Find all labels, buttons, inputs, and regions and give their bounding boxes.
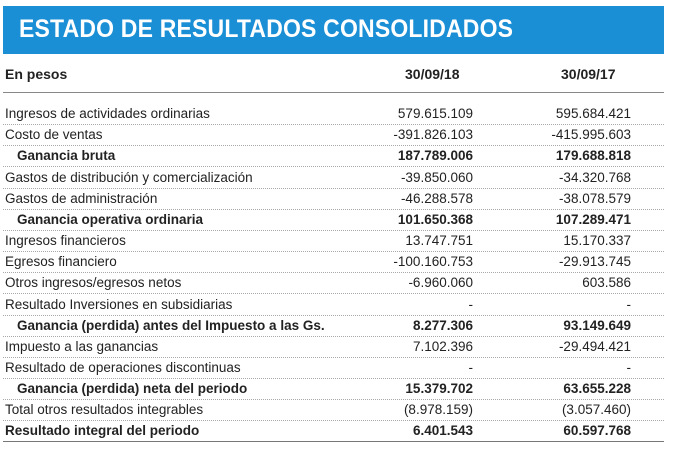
title-banner: ESTADO DE RESULTADOS CONSOLIDADOS bbox=[3, 6, 664, 54]
value-2018: 187.789.006 bbox=[397, 148, 473, 163]
value-2018: -391.826.103 bbox=[393, 127, 473, 142]
row-label: Ingresos financieros bbox=[5, 233, 126, 248]
value-2017: -415.995.603 bbox=[551, 127, 631, 142]
row-label: Ganancia (perdida) antes del Impuesto a … bbox=[17, 318, 325, 333]
table-row: Impuesto a las ganancias 7.102.396 -29.494… bbox=[3, 336, 664, 358]
value-2017: - bbox=[626, 360, 632, 375]
subtotal-row: Ganancia bruta 187.789.006 179.688.818 bbox=[3, 145, 664, 167]
table-row: Total otros resultados integrables (8.978… bbox=[3, 399, 664, 421]
subtotal-row: Ganancia (perdida) antes del Impuesto a … bbox=[3, 315, 664, 337]
subtotal-row: Ganancia operativa ordinaria 101.650.368 1… bbox=[3, 209, 664, 231]
header-divider bbox=[3, 92, 664, 93]
value-2018: 15.379.702 bbox=[405, 381, 473, 396]
value-2017: 179.688.818 bbox=[555, 148, 631, 163]
table-row: Gastos de administración -46.288.578 -38.0… bbox=[3, 188, 664, 210]
value-2017: (3.057.460) bbox=[561, 402, 631, 417]
row-label: Total otros resultados integrables bbox=[5, 402, 204, 417]
value-2017: -29.494.421 bbox=[558, 339, 631, 354]
value-2017: 595.684.421 bbox=[555, 106, 631, 121]
row-label: Ganancia bruta bbox=[17, 148, 116, 163]
value-2018: 579.615.109 bbox=[397, 106, 473, 121]
subtotal-row: Resultado integral del periodo 6.401.543 6… bbox=[3, 420, 664, 442]
value-2018: 101.650.368 bbox=[397, 212, 473, 227]
subtotal-row: Ganancia (perdida) neta del periodo 15.37… bbox=[3, 378, 664, 400]
table-row: Resultado Inversiones en subsidiarias - - bbox=[3, 294, 664, 316]
row-label: Gastos de distribución y comercializació… bbox=[5, 170, 253, 185]
table-row: Egresos financiero -100.160.753 -29.913.74… bbox=[3, 251, 664, 273]
row-label: Impuesto a las ganancias bbox=[5, 339, 159, 354]
value-2018: 6.401.543 bbox=[412, 423, 473, 438]
value-2017: -29.913.745 bbox=[558, 254, 631, 269]
value-2018: 8.277.306 bbox=[412, 318, 473, 333]
value-2017: -38.078.579 bbox=[558, 191, 631, 206]
row-label: Resultado Inversiones en subsidiarias bbox=[5, 297, 233, 312]
table-row: Gastos de distribución y comercializació… bbox=[3, 167, 664, 189]
value-2018: -100.160.753 bbox=[393, 254, 473, 269]
value-2017: 15.170.337 bbox=[563, 233, 631, 248]
row-label: Egresos financiero bbox=[5, 254, 117, 269]
row-label: Costo de ventas bbox=[5, 127, 103, 142]
row-label: Resultado integral del periodo bbox=[5, 423, 200, 438]
row-label: Ganancia operativa ordinaria bbox=[17, 212, 204, 227]
column-header-label: En pesos bbox=[5, 66, 68, 82]
value-2017: 60.597.768 bbox=[563, 423, 631, 438]
table-row: Resultado de operaciones discontinuas - - bbox=[3, 357, 664, 379]
value-2018: - bbox=[468, 360, 474, 375]
page-title: ESTADO DE RESULTADOS CONSOLIDADOS bbox=[19, 15, 514, 43]
value-2018: (8.978.159) bbox=[403, 402, 473, 417]
row-label: Resultado de operaciones discontinuas bbox=[5, 360, 241, 375]
row-label: Ingresos de actividades ordinarias bbox=[5, 106, 210, 121]
value-2017: -34.320.768 bbox=[558, 170, 631, 185]
value-2018: 13.747.751 bbox=[405, 233, 473, 248]
value-2017: 63.655.228 bbox=[563, 381, 631, 396]
table-row: Ingresos de actividades ordinarias 579.61… bbox=[3, 103, 664, 125]
value-2018: -39.850.060 bbox=[400, 170, 473, 185]
value-2018: 7.102.396 bbox=[412, 339, 473, 354]
table-row: Costo de ventas -391.826.103 -415.995.603 bbox=[3, 124, 664, 146]
value-2017: - bbox=[626, 297, 632, 312]
value-2017: 107.289.471 bbox=[555, 212, 631, 227]
value-2018: - bbox=[468, 297, 474, 312]
row-label: Otros ingresos/egresos netos bbox=[5, 275, 182, 290]
value-2018: -6.960.060 bbox=[408, 275, 473, 290]
value-2018: -46.288.578 bbox=[400, 191, 473, 206]
row-label: Ganancia (perdida) neta del periodo bbox=[17, 381, 248, 396]
column-header-2017: 30/09/17 bbox=[561, 66, 616, 82]
value-2017: 93.149.649 bbox=[563, 318, 631, 333]
row-label: Gastos de administración bbox=[5, 191, 158, 206]
table-row: Ingresos financieros 13.747.751 15.170.337 bbox=[3, 230, 664, 252]
value-2017: 603.586 bbox=[582, 275, 631, 290]
table-row: Otros ingresos/egresos netos -6.960.060 60… bbox=[3, 272, 664, 294]
column-header-2018: 30/09/18 bbox=[405, 66, 460, 82]
